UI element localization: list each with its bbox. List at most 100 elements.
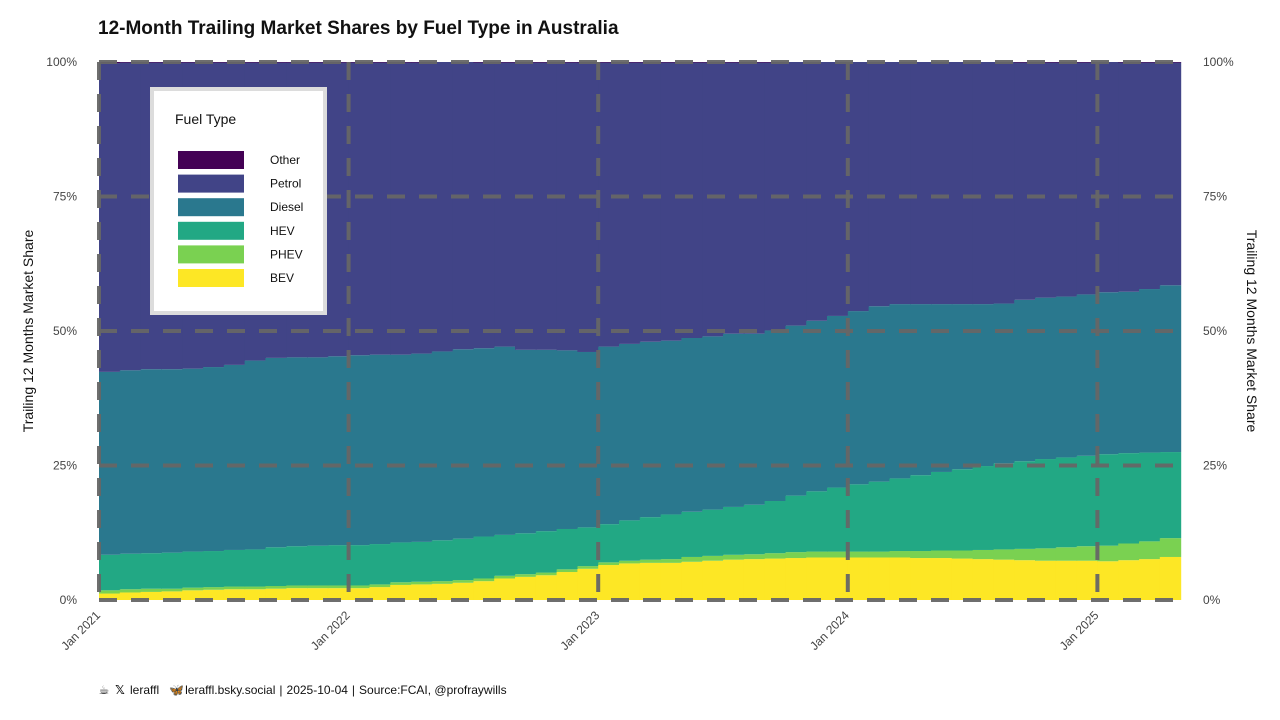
bar-segment-diesel-2023-06 [702,336,724,510]
bar-segment-bev-2024-10 [1035,560,1057,600]
bar-segment-diesel-2024-11 [1055,296,1078,458]
bar-segment-bev-2024-04 [910,558,932,600]
bar-segment-hev-2022-07 [473,536,495,579]
bar-segment-bev-2025-01 [1097,561,1119,600]
bar-segment-phev-2023-06 [702,555,724,561]
bar-segment-diesel-2024-09 [1014,299,1036,462]
bar-segment-phev-2022-07 [473,578,495,582]
bar-segment-hev-2023-12 [827,487,849,552]
bar-segment-other-2021-03 [140,62,162,63]
bar-segment-other-2022-10 [535,62,558,63]
bar-segment-bev-2024-07 [972,559,994,600]
bar-segment-bev-2022-05 [431,583,454,600]
bar-segment-phev-2021-05 [182,587,204,591]
bar-segment-phev-2024-09 [1014,548,1036,561]
bar-segment-petrol-2024-03 [889,62,911,305]
bar-segment-bev-2022-07 [473,581,495,600]
bar-segment-diesel-2023-08 [743,333,766,505]
footer-bsky-handle[interactable]: leraffl.bsky.social [185,683,276,697]
bar-segment-phev-2021-11 [307,585,329,589]
legend-swatch-bev [178,269,244,287]
bar-segment-petrol-2022-06 [452,62,474,350]
bar-segment-diesel-2022-04 [411,353,433,542]
bar-segment-diesel-2021-03 [140,369,162,554]
bar-segment-bev-2022-01 [348,588,370,600]
bar-segment-bev-2023-04 [660,562,682,600]
bar-segment-hev-2022-06 [452,538,474,581]
bar-segment-diesel-2021-01 [99,371,121,555]
bar-segment-hev-2022-12 [577,527,599,567]
bar-segment-phev-2024-08 [993,549,1015,560]
x-tick-label: Jan 2023 [557,608,602,653]
bar-segment-diesel-2023-09 [764,330,786,502]
bar-segment-bev-2021-04 [161,591,183,600]
bar-segment-hev-2022-02 [369,544,391,585]
bar-segment-phev-2024-03 [889,551,911,558]
bar-segment-petrol-2025-02 [1118,62,1140,292]
bar-segment-phev-2022-05 [431,581,454,584]
bar-segment-bev-2022-06 [452,582,474,600]
bar-segment-diesel-2024-04 [910,304,932,476]
bar-segment-phev-2024-01 [847,551,870,558]
bar-segment-bev-2025-03 [1139,559,1161,600]
legend-label-petrol: Petrol [270,177,301,191]
bar-segment-hev-2024-04 [910,475,932,552]
bar-segment-diesel-2021-05 [182,368,204,552]
bar-segment-other-2023-01 [598,62,620,63]
footer-x-handle[interactable]: leraffl [130,683,160,697]
bar-segment-bev-2023-02 [619,563,641,600]
bar-segment-petrol-2024-07 [972,62,994,305]
bar-segment-bev-2023-01 [598,565,620,600]
bar-segment-diesel-2023-02 [619,343,641,521]
bar-segment-diesel-2022-06 [452,349,474,539]
bar-segment-phev-2022-01 [348,585,370,589]
x-tick-label: Jan 2022 [308,608,353,653]
bar-segment-phev-2022-12 [577,566,599,569]
footer-source: Source:FCAI, @profraywills [359,683,507,697]
bar-segment-petrol-2023-06 [702,62,724,337]
bar-segment-diesel-2021-10 [286,357,308,547]
y-tick-label-left: 75% [53,190,77,204]
bar-segment-other-2021-05 [182,62,204,63]
bar-segment-hev-2024-10 [1035,459,1057,549]
bar-segment-petrol-2024-02 [868,62,890,307]
bar-segment-petrol-2022-09 [515,62,537,350]
bar-segment-petrol-2024-04 [910,62,932,305]
y-tick-label-left: 0% [60,593,78,607]
coffee-cup-icon: ☕ [98,683,110,697]
legend-label-other: Other [270,153,300,167]
bar-segment-hev-2025-04 [1159,452,1182,539]
bar-segment-hev-2022-01 [348,545,370,586]
bar-segment-hev-2024-11 [1055,457,1078,548]
x-tick-label: Jan 2024 [807,608,852,653]
bar-segment-phev-2023-02 [619,560,641,564]
bar-segment-petrol-2024-12 [1076,62,1098,295]
bar-segment-phev-2023-05 [681,556,703,562]
bar-segment-bev-2023-12 [827,557,849,600]
legend-label-phev: PHEV [270,247,303,261]
bar-segment-hev-2024-12 [1076,455,1098,547]
bar-segment-petrol-2022-02 [369,62,391,355]
bar-segment-diesel-2023-07 [723,333,745,507]
bar-segment-hev-2021-11 [307,545,329,586]
bar-segment-diesel-2024-12 [1076,294,1098,456]
bar-segment-phev-2023-07 [723,554,745,560]
bar-segment-hev-2022-10 [535,531,558,573]
bar-segment-hev-2024-09 [1014,461,1036,549]
bar-segment-petrol-2023-01 [598,62,620,347]
bar-segment-phev-2022-04 [411,581,433,585]
bar-segment-bev-2024-06 [951,558,974,600]
y-tick-label-right: 50% [1203,324,1227,338]
bar-segment-hev-2023-07 [723,506,745,555]
bar-segment-bev-2022-02 [369,587,391,600]
bar-segment-bev-2023-07 [723,559,745,600]
bar-segment-bev-2021-06 [203,589,225,600]
bar-segment-hev-2023-06 [702,509,724,556]
bar-segment-petrol-2025-04 [1159,62,1182,286]
bar-segment-bev-2022-12 [577,568,599,600]
bar-segment-diesel-2022-02 [369,354,391,545]
bar-segment-hev-2024-01 [847,484,870,552]
bar-segment-petrol-2023-05 [681,62,703,338]
bar-segment-diesel-2024-03 [889,304,911,479]
bar-segment-phev-2023-01 [598,562,620,566]
